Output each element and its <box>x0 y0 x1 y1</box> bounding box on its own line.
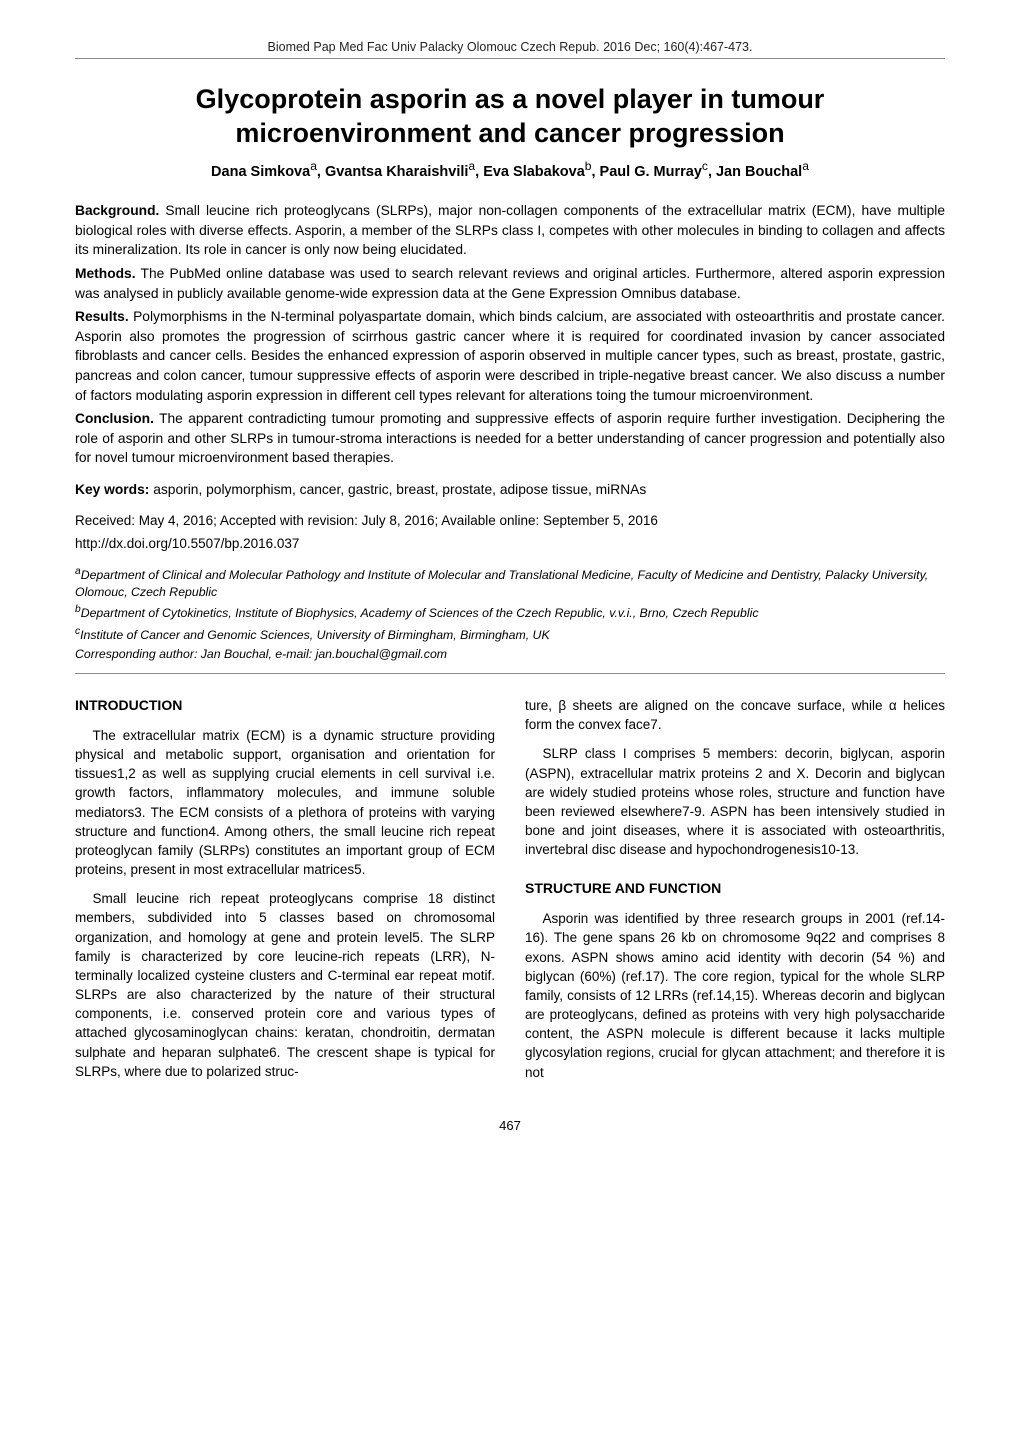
results-text: Polymorphisms in the N-terminal polyaspa… <box>75 309 945 402</box>
body-columns: INTRODUCTION The extracellular matrix (E… <box>75 696 945 1092</box>
structure-para-1: Asporin was identified by three research… <box>525 909 945 1081</box>
abstract-methods: Methods. The PubMed online database was … <box>75 264 945 303</box>
abstract-background: Background. Small leucine rich proteogly… <box>75 201 945 260</box>
affil-c-text: Institute of Cancer and Genomic Sciences… <box>80 628 550 642</box>
methods-label: Methods. <box>75 266 136 281</box>
right-column: ture, β sheets are aligned on the concav… <box>525 696 945 1092</box>
methods-text: The PubMed online database was used to s… <box>75 266 945 301</box>
received-line: Received: May 4, 2016; Accepted with rev… <box>75 513 945 528</box>
conclusion-text: The apparent contradicting tumour promot… <box>75 411 945 465</box>
keywords-text: asporin, polymorphism, cancer, gastric, … <box>149 482 646 497</box>
results-label: Results. <box>75 309 129 324</box>
intro-para-2: Small leucine rich repeat proteoglycans … <box>75 889 495 1081</box>
mid-rule <box>75 673 945 674</box>
authors-line: Dana Simkovaa, Gvantsa Kharaishvilia, Ev… <box>75 159 945 180</box>
corresponding-author: Corresponding author: Jan Bouchal, e-mai… <box>75 646 945 663</box>
abstract-conclusion: Conclusion. The apparent contradicting t… <box>75 409 945 468</box>
left-column: INTRODUCTION The extracellular matrix (E… <box>75 696 495 1092</box>
conclusion-label: Conclusion. <box>75 411 154 426</box>
affil-a-text: Department of Clinical and Molecular Pat… <box>75 568 928 599</box>
page-number: 467 <box>75 1118 945 1133</box>
keywords-label: Key words: <box>75 482 149 497</box>
background-label: Background. <box>75 203 159 218</box>
doi-line[interactable]: http://dx.doi.org/10.5507/bp.2016.037 <box>75 536 945 551</box>
affil-b-text: Department of Cytokinetics, Institute of… <box>81 606 759 620</box>
affiliation-b: bDepartment of Cytokinetics, Institute o… <box>75 603 945 622</box>
running-head: Biomed Pap Med Fac Univ Palacky Olomouc … <box>75 40 945 54</box>
structure-heading: STRUCTURE AND FUNCTION <box>525 879 945 899</box>
abstract-block: Background. Small leucine rich proteogly… <box>75 201 945 468</box>
affiliation-c: cInstitute of Cancer and Genomic Science… <box>75 625 945 644</box>
abstract-results: Results. Polymorphisms in the N-terminal… <box>75 307 945 405</box>
intro-para-2-cont: ture, β sheets are aligned on the concav… <box>525 696 945 734</box>
keywords-line: Key words: asporin, polymorphism, cancer… <box>75 482 945 497</box>
background-text: Small leucine rich proteoglycans (SLRPs)… <box>75 203 945 257</box>
affiliation-a: aDepartment of Clinical and Molecular Pa… <box>75 565 945 602</box>
introduction-heading: INTRODUCTION <box>75 696 495 716</box>
top-rule <box>75 58 945 59</box>
intro-para-1: The extracellular matrix (ECM) is a dyna… <box>75 726 495 879</box>
article-title: Glycoprotein asporin as a novel player i… <box>75 83 945 151</box>
intro-para-3: SLRP class I comprises 5 members: decori… <box>525 744 945 859</box>
